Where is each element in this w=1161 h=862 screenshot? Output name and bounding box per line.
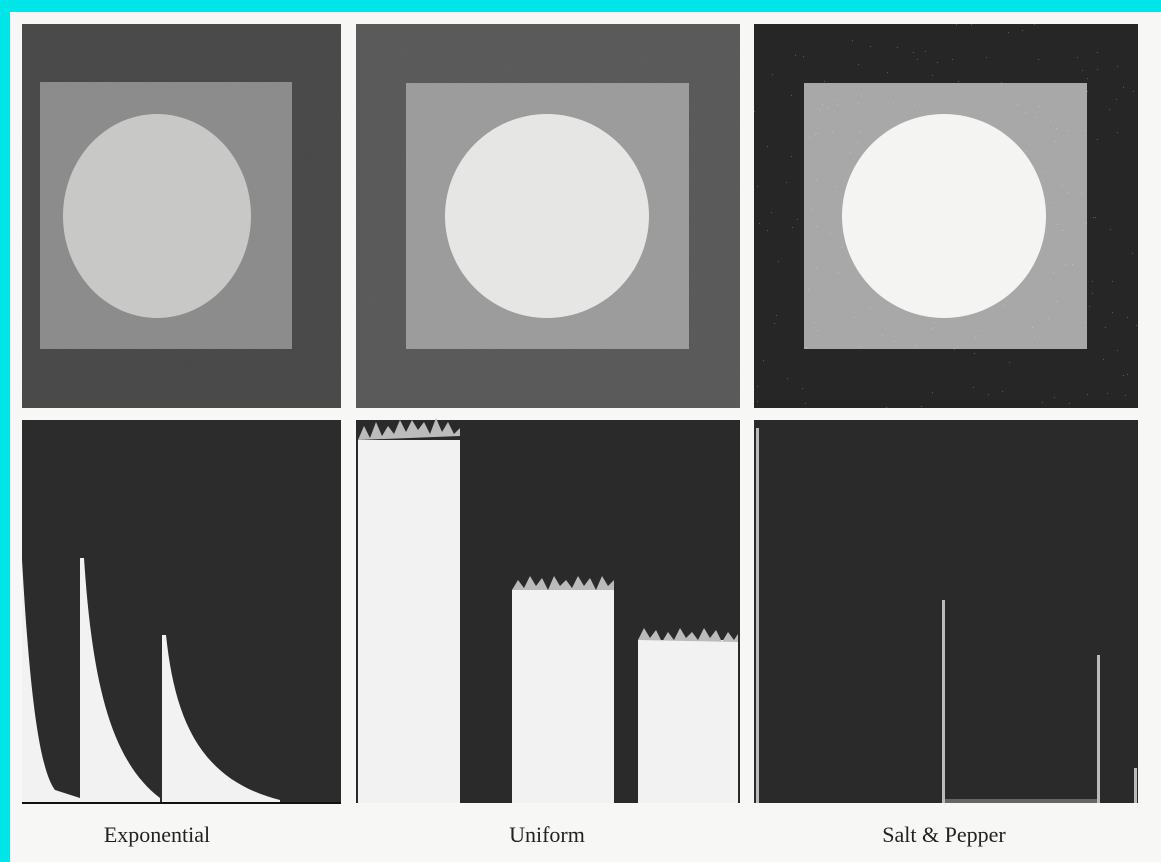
salt-pepper-histogram (754, 420, 1138, 803)
page-root: Exponential Uniform Salt & Pepper (() =>… (0, 0, 1161, 862)
panel-label: Exponential (104, 822, 210, 847)
exponential-histogram (22, 420, 341, 803)
panel-label: Salt & Pepper (882, 822, 1006, 847)
uniform-image (356, 24, 740, 408)
uniform-histogram (356, 418, 740, 803)
figure: Exponential Uniform Salt & Pepper (10, 12, 1161, 862)
figure-svg: Exponential Uniform Salt & Pepper (10, 12, 1161, 862)
exponential-image (22, 24, 341, 408)
salt-pepper-image (754, 24, 1138, 408)
panel-label: Uniform (509, 822, 585, 847)
